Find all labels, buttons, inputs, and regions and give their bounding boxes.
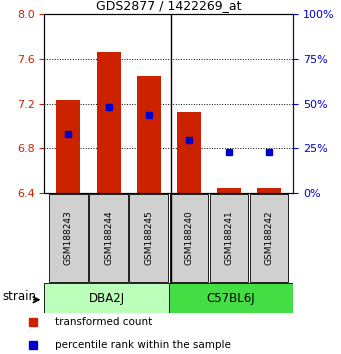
- FancyBboxPatch shape: [250, 194, 288, 282]
- Text: GSM188243: GSM188243: [64, 211, 73, 266]
- FancyBboxPatch shape: [130, 194, 168, 282]
- Bar: [137, 76, 161, 193]
- Text: GSM188245: GSM188245: [144, 211, 153, 266]
- Bar: [177, 113, 201, 193]
- FancyBboxPatch shape: [89, 194, 128, 282]
- Text: strain: strain: [2, 290, 36, 303]
- Text: C57BL6J: C57BL6J: [207, 292, 255, 305]
- Text: GSM188244: GSM188244: [104, 211, 113, 266]
- Title: GDS2877 / 1422269_at: GDS2877 / 1422269_at: [96, 0, 241, 12]
- Text: percentile rank within the sample: percentile rank within the sample: [55, 340, 231, 350]
- Bar: [97, 52, 121, 193]
- Bar: [217, 188, 241, 193]
- FancyBboxPatch shape: [44, 283, 169, 313]
- Bar: [56, 100, 80, 193]
- FancyBboxPatch shape: [169, 194, 208, 282]
- FancyBboxPatch shape: [210, 194, 248, 282]
- Text: DBA2J: DBA2J: [89, 292, 124, 305]
- Text: transformed count: transformed count: [55, 317, 152, 327]
- Text: GSM188241: GSM188241: [224, 211, 234, 266]
- FancyBboxPatch shape: [49, 194, 88, 282]
- FancyBboxPatch shape: [169, 283, 293, 313]
- Bar: [257, 188, 281, 193]
- Text: GSM188242: GSM188242: [265, 211, 274, 266]
- Text: GSM188240: GSM188240: [184, 211, 193, 266]
